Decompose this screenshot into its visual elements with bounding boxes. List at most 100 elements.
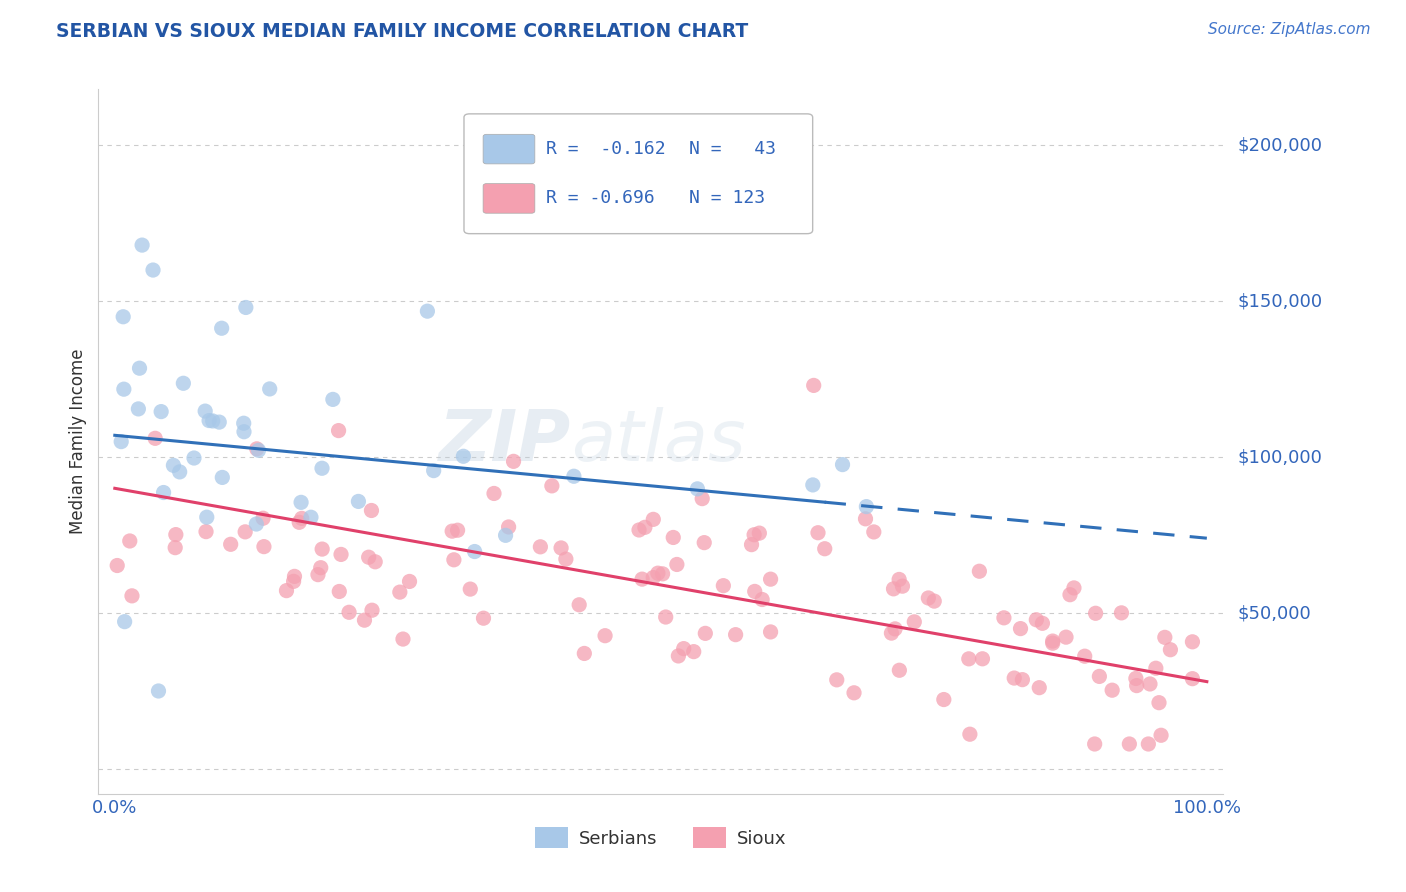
Point	[1028, 681, 1050, 695]
Text: N = 123: N = 123	[689, 189, 765, 208]
Point	[1010, 622, 1032, 636]
Point	[307, 567, 329, 582]
Point	[1088, 669, 1111, 683]
Point	[1150, 728, 1173, 742]
Point	[643, 512, 665, 526]
Point	[1002, 671, 1025, 685]
FancyBboxPatch shape	[464, 114, 813, 234]
Point	[259, 382, 281, 396]
Point	[165, 527, 187, 541]
Point	[118, 533, 141, 548]
Point	[211, 321, 233, 335]
Point	[112, 382, 135, 396]
FancyBboxPatch shape	[484, 135, 534, 164]
Point	[529, 540, 551, 554]
Point	[127, 401, 149, 416]
Point	[690, 491, 713, 506]
Point	[498, 520, 520, 534]
Point	[957, 652, 980, 666]
Point	[422, 464, 444, 478]
Point	[1073, 649, 1095, 664]
Point	[631, 572, 654, 586]
Point	[472, 611, 495, 625]
Point	[252, 511, 274, 525]
Point	[458, 582, 481, 596]
Point	[541, 479, 564, 493]
Point	[1084, 737, 1107, 751]
Point	[651, 566, 673, 581]
Point	[554, 552, 576, 566]
Text: $50,000: $50,000	[1237, 604, 1310, 622]
Point	[253, 540, 276, 554]
Point	[357, 550, 380, 565]
Point	[311, 461, 333, 475]
Text: $100,000: $100,000	[1237, 448, 1322, 467]
Point	[453, 450, 475, 464]
Point	[711, 579, 734, 593]
Point	[759, 624, 782, 639]
Point	[194, 404, 217, 418]
Point	[1153, 631, 1175, 645]
Point	[105, 558, 128, 573]
Point	[291, 511, 314, 525]
Text: atlas: atlas	[571, 407, 745, 476]
Point	[1139, 677, 1161, 691]
Point	[1159, 642, 1181, 657]
Point	[143, 431, 166, 445]
Point	[283, 569, 305, 583]
Point	[742, 527, 765, 541]
Point	[959, 727, 981, 741]
Point	[299, 510, 322, 524]
Point	[276, 583, 298, 598]
Point	[152, 485, 174, 500]
Legend: Serbians, Sioux: Serbians, Sioux	[529, 820, 793, 855]
Point	[807, 525, 830, 540]
Point	[724, 627, 747, 641]
Point	[744, 584, 766, 599]
Point	[283, 574, 305, 589]
Point	[831, 458, 853, 472]
Point	[482, 486, 505, 500]
Point	[195, 524, 218, 539]
Point	[693, 535, 716, 549]
Point	[328, 584, 350, 599]
Point	[932, 692, 955, 706]
Point	[922, 594, 945, 608]
Point	[1059, 588, 1081, 602]
Point	[880, 626, 903, 640]
Point	[1042, 636, 1064, 650]
Point	[392, 632, 415, 646]
Point	[550, 541, 572, 555]
Point	[311, 542, 333, 557]
Point	[1084, 607, 1107, 621]
Point	[1137, 737, 1160, 751]
Text: $150,000: $150,000	[1237, 293, 1322, 310]
Point	[972, 652, 994, 666]
Point	[364, 555, 387, 569]
Point	[201, 414, 224, 428]
Point	[647, 566, 669, 581]
Point	[131, 238, 153, 252]
Text: SERBIAN VS SIOUX MEDIAN FAMILY INCOME CORRELATION CHART: SERBIAN VS SIOUX MEDIAN FAMILY INCOME CO…	[56, 22, 748, 41]
Point	[495, 528, 517, 542]
Point	[337, 605, 360, 619]
Point	[121, 589, 143, 603]
Point	[993, 611, 1015, 625]
Point	[665, 558, 688, 572]
Point	[855, 512, 877, 526]
Point	[1144, 661, 1167, 675]
Text: R =  -0.162: R = -0.162	[546, 140, 665, 158]
Point	[288, 516, 311, 530]
Point	[628, 523, 651, 537]
Point	[568, 598, 591, 612]
Point	[247, 443, 270, 458]
Point	[1181, 672, 1204, 686]
Point	[666, 648, 689, 663]
Text: R = -0.696: R = -0.696	[546, 189, 655, 208]
Point	[198, 413, 221, 427]
Text: ZIP: ZIP	[439, 407, 571, 476]
Point	[695, 626, 717, 640]
Point	[328, 424, 350, 438]
Point	[347, 494, 370, 508]
Point	[142, 263, 165, 277]
